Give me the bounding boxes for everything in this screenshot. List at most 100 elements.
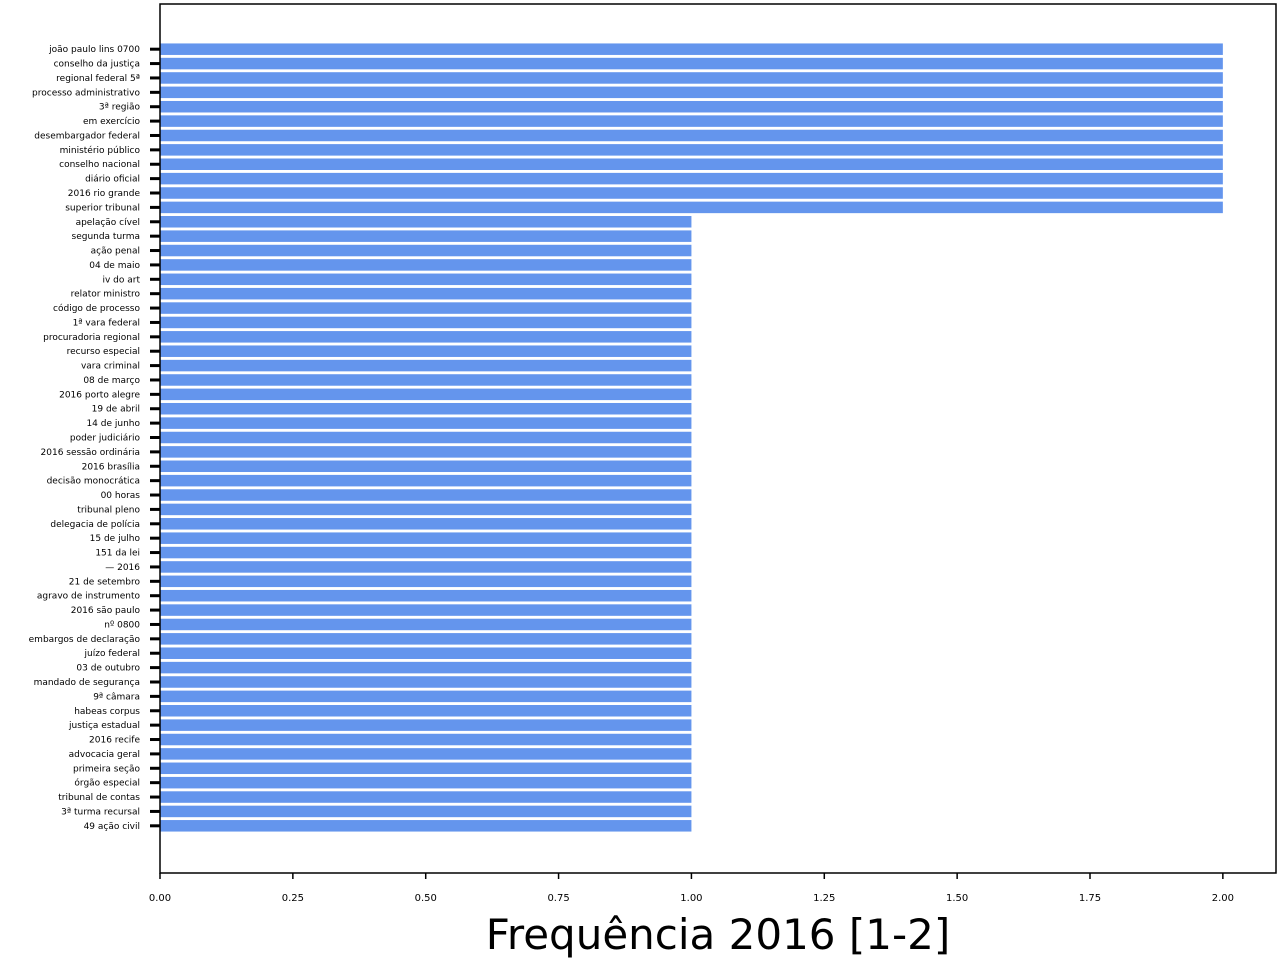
y-tick-label: em exercício [83,117,141,127]
bar [160,244,692,257]
bar [160,805,692,818]
y-tick-label: diário oficial [85,175,140,185]
bar [160,374,692,386]
bar [160,259,692,271]
y-tick-label: superior tribunal [65,203,140,213]
bar [160,359,692,372]
y-tick-label: vara criminal [81,362,140,372]
bar [160,86,1223,99]
y-tick-label: conselho nacional [59,160,140,170]
plot-frame [159,3,1277,874]
y-tick-label: — 2016 [105,563,140,573]
y-tick-label: segunda turma [72,232,141,242]
bar [160,705,692,717]
y-tick-label: joão paulo lins 0700 [48,45,140,55]
y-tick-label: 2016 são paulo [71,606,141,616]
y-tick-label: 14 de junho [86,419,140,429]
bar [160,820,692,832]
y-tick-label: justiça estadual [68,721,140,731]
y-tick-label: 9ª câmara [93,692,140,702]
x-tick-label: 1.50 [946,893,968,904]
x-tick-label: 0.75 [547,893,569,904]
bar [160,733,692,746]
y-tick-label: código de processo [53,303,140,314]
y-tick-label: órgão especial [74,778,140,789]
bar [160,618,692,631]
y-tick-marks [150,47,160,828]
y-tick-label: habeas corpus [74,707,140,717]
x-tick-label: 0.50 [415,893,437,904]
y-tick-label: 3ª região [99,103,141,113]
x-ticks: 0.00 0.25 0.50 0.75 1.00 1.25 1.50 1.75 2.00 [149,873,1234,904]
bar [160,561,692,573]
bar [160,100,1223,113]
x-axis-label: Frequência 2016 [1-2] [486,910,950,959]
bar [160,661,692,674]
y-tick-label: poder judiciário [70,434,141,444]
y-tick-label: 2016 brasília [82,462,140,472]
bar [160,158,1223,170]
bar [160,402,692,415]
bar [160,57,1223,70]
y-tick-label: 3ª turma recursal [61,807,140,817]
bar [160,532,692,544]
bar [160,791,692,803]
y-tick-label: ministério público [60,145,141,156]
bar [160,431,692,444]
y-tick-label: conselho da justiça [54,60,140,70]
bar [160,776,692,789]
bar [160,647,692,659]
y-tick-label: decisão monocrática [47,477,140,487]
bar [160,676,692,688]
bar [160,690,692,703]
bar [160,518,692,530]
y-tick-label: 2016 sessão ordinária [41,448,140,458]
bar [160,316,692,329]
bar [160,489,692,501]
y-tick-label: juízo federal [84,649,140,659]
bar [160,172,1223,185]
y-tick-label: desembargador federal [34,131,140,141]
x-tick-label: 1.00 [680,893,702,904]
bar [160,72,1223,84]
bar [160,115,1223,127]
y-tick-label: 2016 porto alegre [59,390,140,400]
bar [160,575,692,588]
y-tick-label: nº 0800 [104,620,140,630]
y-tick-label: 21 de setembro [69,577,141,587]
bar [160,230,692,242]
bar [160,446,692,458]
y-tick-label: 04 de maio [89,261,140,271]
bar [160,748,692,760]
y-tick-label: 2016 rio grande [68,189,141,199]
y-tick-label: 08 de março [83,376,140,386]
bar [160,201,1223,214]
y-tick-label: processo administrativo [32,88,140,98]
bar [160,417,692,429]
bar [160,302,692,314]
bar [160,604,692,616]
y-tick-label: delegacia de polícia [50,520,140,530]
y-tick-label: 2016 recife [89,736,140,746]
y-tick-label: 151 da lei [95,549,140,559]
y-tick-label: 19 de abril [92,405,140,415]
y-tick-label: advocacia geral [69,750,140,760]
y-tick-label: 00 horas [101,491,141,501]
x-tick-label: 0.25 [282,893,304,904]
y-tick-label: embargos de declaração [29,635,141,645]
bar [160,762,692,775]
y-tick-label: 03 de outubro [76,664,140,674]
bar [160,460,692,473]
bar [160,345,692,357]
y-tick-label: 1ª vara federal [73,318,140,328]
y-tick-label: procuradoria regional [43,333,140,343]
bar [160,331,692,343]
x-tick-label: 2.00 [1212,893,1234,904]
y-tick-label: relator ministro [71,290,141,300]
bar [160,503,692,516]
y-tick-label: mandado de segurança [34,678,140,688]
bar [160,589,692,602]
y-tick-label: tribunal pleno [77,505,140,515]
y-tick-labels: joão paulo lins 0700 conselho da justiça r… [29,45,141,832]
x-tick-label: 1.25 [813,893,835,904]
